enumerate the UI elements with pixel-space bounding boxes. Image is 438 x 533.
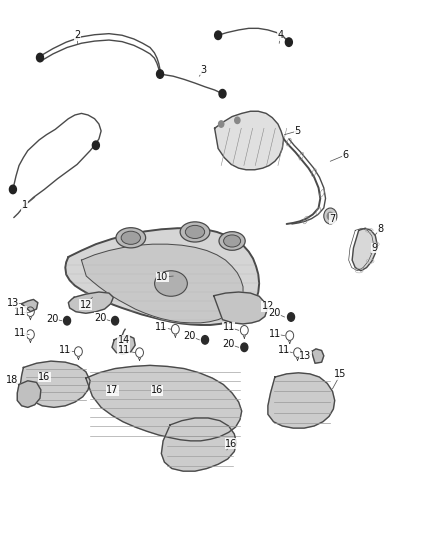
Text: 13: 13 (299, 351, 311, 361)
Polygon shape (17, 381, 41, 407)
Text: 17: 17 (106, 385, 118, 395)
Text: 14: 14 (118, 335, 130, 345)
Text: 12: 12 (262, 301, 274, 311)
Polygon shape (65, 228, 259, 325)
Text: 13: 13 (7, 297, 19, 308)
Circle shape (36, 53, 43, 62)
Text: 11: 11 (59, 345, 71, 356)
Ellipse shape (116, 228, 146, 248)
Circle shape (201, 336, 208, 344)
Text: 20: 20 (46, 313, 58, 324)
Text: 11: 11 (269, 329, 281, 339)
Text: 11: 11 (278, 345, 290, 356)
Text: 3: 3 (201, 65, 207, 75)
Circle shape (10, 185, 16, 193)
Polygon shape (112, 336, 135, 354)
Text: 18: 18 (6, 375, 18, 385)
Ellipse shape (219, 232, 245, 251)
Ellipse shape (223, 235, 240, 247)
Circle shape (156, 70, 163, 78)
Polygon shape (352, 228, 377, 271)
Text: 15: 15 (334, 369, 346, 379)
Text: 20: 20 (94, 312, 106, 322)
Circle shape (112, 317, 119, 325)
Circle shape (286, 38, 292, 46)
Text: 5: 5 (294, 126, 301, 136)
Polygon shape (20, 361, 90, 407)
Circle shape (64, 317, 71, 325)
Polygon shape (68, 292, 113, 313)
Text: 4: 4 (277, 30, 283, 41)
Circle shape (324, 208, 337, 224)
Circle shape (219, 121, 224, 127)
Text: 16: 16 (225, 439, 237, 449)
Text: 11: 11 (14, 306, 26, 317)
Polygon shape (214, 292, 267, 324)
Text: 2: 2 (74, 30, 80, 41)
Text: 11: 11 (155, 322, 167, 332)
Text: 16: 16 (38, 372, 50, 382)
Circle shape (215, 31, 222, 39)
Ellipse shape (155, 271, 187, 296)
Text: 16: 16 (151, 385, 163, 395)
Ellipse shape (121, 231, 141, 244)
Text: 11: 11 (118, 345, 130, 356)
Text: 6: 6 (343, 150, 349, 160)
Text: 20: 20 (268, 308, 281, 318)
Circle shape (235, 117, 240, 124)
Text: 1: 1 (21, 200, 28, 211)
Circle shape (241, 343, 248, 352)
Text: 11: 11 (223, 322, 235, 332)
Text: 10: 10 (156, 272, 168, 282)
Circle shape (219, 90, 226, 98)
Ellipse shape (180, 222, 210, 242)
Text: 7: 7 (329, 214, 336, 224)
Polygon shape (268, 373, 335, 428)
Polygon shape (81, 244, 243, 323)
Text: 20: 20 (223, 339, 235, 349)
Text: 20: 20 (183, 330, 195, 341)
Circle shape (288, 313, 294, 321)
Text: 8: 8 (378, 224, 384, 235)
Text: 11: 11 (14, 328, 26, 338)
Polygon shape (161, 418, 237, 471)
Circle shape (92, 141, 99, 150)
Polygon shape (21, 300, 38, 312)
Ellipse shape (185, 225, 205, 238)
Text: 9: 9 (371, 243, 377, 253)
Polygon shape (215, 111, 284, 169)
Text: 12: 12 (80, 300, 92, 310)
Polygon shape (311, 349, 324, 364)
Circle shape (327, 212, 333, 220)
Polygon shape (86, 366, 242, 441)
